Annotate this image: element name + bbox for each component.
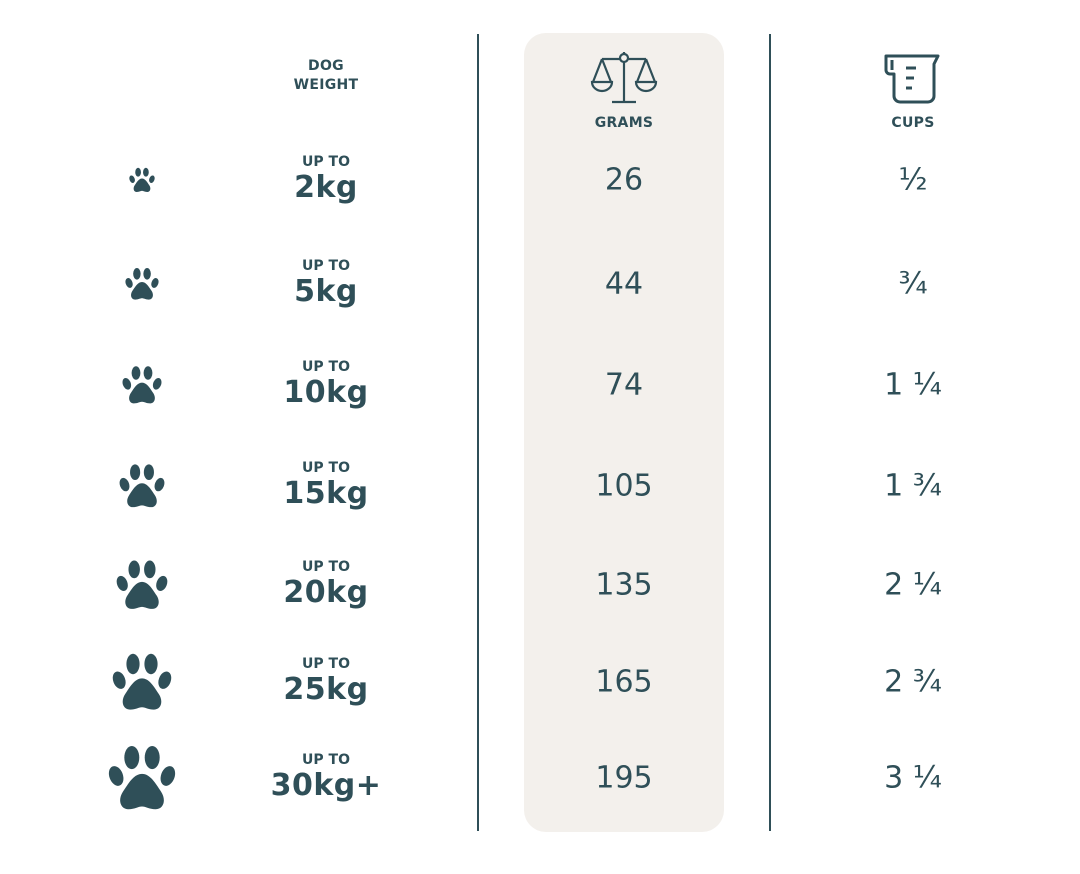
table-row: UP TO 25kg 165 2 ¾ (0, 632, 1080, 732)
paw-icon (129, 167, 155, 192)
weight-value: 15kg (283, 476, 369, 511)
cups-value: 1 ¼ (884, 367, 942, 403)
up-to-label: UP TO (302, 359, 350, 375)
cups-value: 3 ¼ (884, 760, 942, 796)
measuring-cup-icon (884, 54, 940, 104)
cups-value: ¾ (898, 266, 928, 302)
paw-icon (125, 268, 159, 300)
grams-value: 195 (595, 760, 653, 796)
weight-value: 25kg (283, 672, 369, 707)
column-divider (769, 34, 771, 831)
up-to-label: UP TO (302, 460, 350, 476)
weight-value: 2kg (294, 170, 358, 205)
table-row: UP TO 30kg+ 195 3 ¼ (0, 728, 1080, 828)
dog-weight-header: DOG WEIGHT (266, 57, 386, 95)
dog-weight-cell: UP TO 25kg (283, 656, 368, 708)
paw-icon (108, 746, 176, 810)
header-line: WEIGHT (293, 77, 359, 93)
dog-weight-cell: UP TO 20kg (283, 559, 368, 611)
grams-value: 105 (595, 468, 653, 504)
grams-column-background (524, 33, 724, 832)
dog-weight-cell: UP TO 2kg (294, 154, 358, 206)
paw-icon (116, 560, 168, 609)
column-divider (477, 34, 479, 831)
grams-header: GRAMS (594, 115, 654, 131)
paw-icon (119, 464, 165, 508)
header-line: DOG (308, 58, 344, 74)
table-row: UP TO 15kg 105 1 ¾ (0, 436, 1080, 536)
grams-value: 165 (595, 664, 653, 700)
table-row: UP TO 2kg 26 ½ (0, 130, 1080, 230)
cups-value: 2 ¾ (884, 664, 942, 700)
dog-weight-cell: UP TO 10kg (283, 359, 368, 411)
dog-weight-cell: UP TO 30kg+ (271, 752, 382, 804)
weight-value: 10kg (283, 375, 369, 410)
dog-weight-cell: UP TO 15kg (283, 460, 368, 512)
table-row: UP TO 5kg 44 ¾ (0, 234, 1080, 334)
weight-value: 5kg (294, 274, 358, 309)
cups-header: CUPS (891, 115, 935, 131)
cups-value: 1 ¾ (884, 468, 942, 504)
up-to-label: UP TO (302, 656, 350, 672)
grams-value: 44 (604, 266, 644, 302)
cups-value: ½ (898, 162, 928, 198)
paw-icon (122, 366, 162, 404)
weight-value: 20kg (283, 575, 369, 610)
grams-value: 135 (595, 567, 653, 603)
up-to-label: UP TO (302, 559, 350, 575)
scale-icon (590, 52, 658, 104)
cups-value: 2 ¼ (884, 567, 942, 603)
up-to-label: UP TO (302, 752, 350, 768)
up-to-label: UP TO (302, 154, 350, 170)
table-row: UP TO 10kg 74 1 ¼ (0, 335, 1080, 435)
dog-weight-cell: UP TO 5kg (294, 258, 358, 310)
weight-value: 30kg+ (270, 768, 382, 803)
grams-value: 26 (604, 162, 644, 198)
table-row: UP TO 20kg 135 2 ¼ (0, 535, 1080, 635)
paw-icon (112, 653, 172, 710)
up-to-label: UP TO (302, 258, 350, 274)
grams-value: 74 (604, 367, 644, 403)
